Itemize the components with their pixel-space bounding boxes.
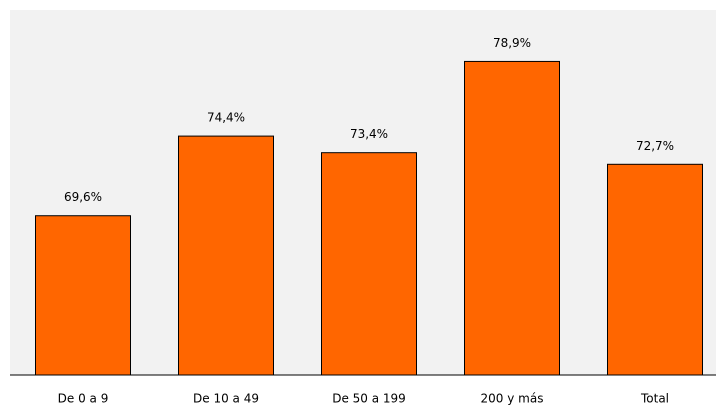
bar [607,163,703,376]
value-label: 69,6% [64,190,102,204]
x-tick-label: De 0 a 9 [58,392,109,406]
x-tick-label: De 50 a 199 [332,392,406,406]
x-tick-label: 200 y más [481,392,544,406]
x-tick-label: De 10 a 49 [193,392,259,406]
x-tick-label: Total [640,392,669,406]
bar [35,215,131,376]
bar [321,152,417,376]
value-label: 73,4% [350,127,388,141]
value-label: 74,4% [207,111,245,125]
bar [464,60,560,376]
value-label: 78,9% [493,36,531,50]
bar [178,135,274,376]
value-label: 72,7% [636,139,674,153]
